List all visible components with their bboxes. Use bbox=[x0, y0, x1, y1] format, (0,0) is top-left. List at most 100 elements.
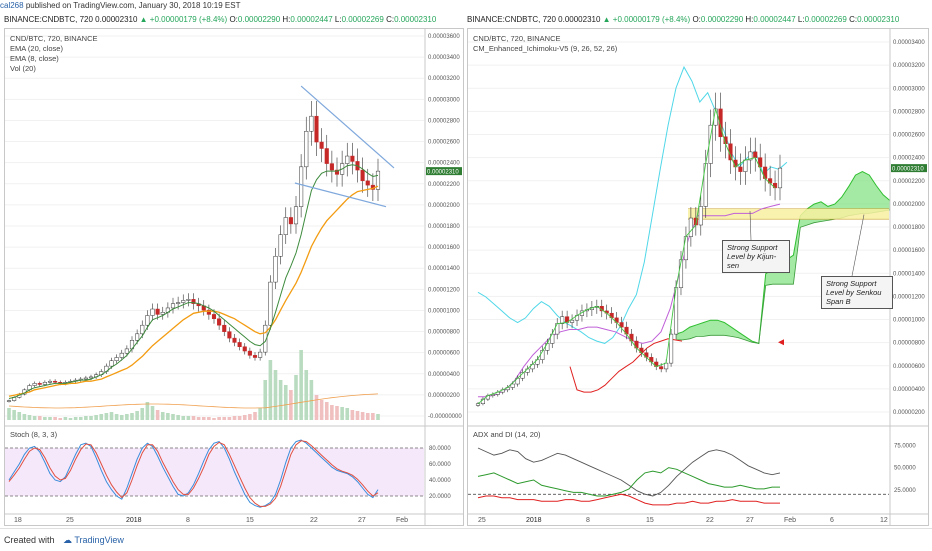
right-y-tick: 0.00002000 bbox=[893, 202, 925, 208]
left-legend-vol[interactable]: Vol (20) bbox=[10, 64, 36, 73]
volume-bar bbox=[207, 417, 211, 420]
candle bbox=[222, 324, 227, 332]
right-o-label: O: bbox=[692, 15, 701, 24]
callout-kijun-pointer bbox=[749, 211, 752, 241]
candle bbox=[688, 217, 693, 237]
candle bbox=[570, 319, 575, 323]
candle bbox=[160, 312, 165, 315]
candle bbox=[334, 169, 340, 175]
candle bbox=[510, 383, 515, 388]
left-legend-ema8[interactable]: EMA (8, close) bbox=[10, 54, 59, 63]
volume-bar bbox=[340, 407, 344, 420]
candle bbox=[619, 322, 624, 328]
volume-bar bbox=[171, 414, 175, 420]
volume-bar bbox=[242, 415, 247, 420]
volume-bar bbox=[166, 413, 170, 420]
left-legend-ema20[interactable]: EMA (20, close) bbox=[10, 44, 63, 53]
right-c: 0.00002310 bbox=[857, 15, 900, 24]
candle bbox=[350, 155, 355, 162]
volume-bar bbox=[150, 406, 155, 420]
volume-bar bbox=[22, 414, 27, 420]
right-symbol: BINANCE:CNDBTC, 720 bbox=[467, 15, 556, 24]
author-link[interactable]: cal268 bbox=[0, 1, 24, 10]
candle bbox=[150, 308, 155, 316]
candle bbox=[683, 236, 688, 261]
candle bbox=[42, 382, 47, 385]
right-x-tick: 22 bbox=[706, 517, 714, 524]
left-h: 0.00002447 bbox=[290, 15, 333, 24]
left-o-label: O: bbox=[229, 15, 238, 24]
footer: Created with ☁ TradingView bbox=[0, 528, 932, 551]
candle bbox=[299, 166, 304, 207]
right-legend-symbol: CND/BTC, 720, BINANCE bbox=[473, 34, 561, 43]
right-price-tag bbox=[891, 164, 927, 173]
left-symbol: BINANCE:CNDBTC, 720 bbox=[4, 15, 93, 24]
right-x-tick: 12 bbox=[880, 517, 888, 524]
left-y-tick: 0.00003200 bbox=[428, 76, 460, 82]
right-y-tick: 0.00000400 bbox=[893, 387, 925, 393]
candle bbox=[32, 383, 37, 386]
candle bbox=[365, 180, 370, 186]
candle bbox=[211, 314, 217, 319]
adx-label[interactable]: ADX and DI (14, 20) bbox=[473, 430, 541, 439]
left-x-tick: 8 bbox=[186, 517, 190, 524]
stoch-y-tick: 60.0000 bbox=[429, 462, 451, 468]
volume-bar bbox=[114, 414, 119, 420]
right-price: 0.00002310 bbox=[558, 15, 601, 24]
volume-bar bbox=[345, 408, 350, 420]
adx-line bbox=[477, 447, 781, 497]
right-adx-chart bbox=[468, 447, 889, 506]
right-y-tick: 0.00002200 bbox=[893, 179, 925, 185]
volume-bar bbox=[58, 418, 63, 420]
right-x-tick: 25 bbox=[478, 517, 486, 524]
tradingview-logo-icon[interactable]: ☁ bbox=[63, 535, 73, 545]
publish-bar: cal268 published on TradingView.com, Jan… bbox=[0, 0, 932, 12]
volume-bar bbox=[68, 418, 73, 420]
right-legend: CND/BTC, 720, BINANCE CM_Enhanced_Ichimo… bbox=[473, 34, 617, 54]
volume-bar bbox=[145, 402, 150, 420]
candle bbox=[252, 355, 258, 358]
candle bbox=[37, 383, 42, 385]
volume-bar bbox=[350, 410, 355, 420]
right-l: 0.00002269 bbox=[804, 15, 847, 24]
adx-y-tick: 25.0000 bbox=[894, 488, 916, 494]
volume-bar bbox=[289, 390, 293, 420]
volume-bar bbox=[32, 416, 37, 420]
left-y-tick: 0.00002000 bbox=[428, 203, 460, 209]
right-ichimoku-chart bbox=[468, 41, 891, 413]
left-y-tick: 0.00001200 bbox=[428, 287, 460, 293]
candle bbox=[748, 151, 753, 161]
right-legend-ichimoku[interactable]: CM_Enhanced_Ichimoku-V5 (9, 26, 52, 26) bbox=[473, 44, 618, 53]
tenkan-sen-line bbox=[477, 65, 788, 344]
candle bbox=[88, 376, 94, 379]
volume-bar bbox=[222, 417, 227, 420]
tradingview-brand[interactable]: TradingView bbox=[74, 535, 124, 545]
candle bbox=[758, 157, 763, 168]
di-plus-line bbox=[477, 467, 780, 497]
volume-bar bbox=[371, 413, 375, 420]
volume-bar bbox=[294, 375, 298, 420]
left-y-tick: 0.00000800 bbox=[428, 330, 460, 336]
candle bbox=[669, 333, 674, 364]
left-l: 0.00002269 bbox=[341, 15, 384, 24]
volume-bar bbox=[176, 415, 180, 420]
created-with: Created with bbox=[4, 535, 55, 545]
candle bbox=[206, 309, 211, 315]
volume-bar bbox=[119, 415, 124, 420]
ema20-line bbox=[8, 185, 379, 397]
left-panel[interactable] bbox=[4, 28, 464, 526]
candle bbox=[319, 141, 324, 149]
stoch-label[interactable]: Stoch (8, 3, 3) bbox=[10, 430, 58, 439]
volume-bar bbox=[309, 380, 314, 420]
price-tenkan-line bbox=[477, 108, 776, 405]
right-h-label: H: bbox=[745, 15, 754, 24]
candle bbox=[288, 217, 293, 225]
adx-y-tick: 75.0000 bbox=[894, 443, 916, 449]
volume-bar bbox=[237, 416, 242, 420]
trendline-upper bbox=[300, 85, 395, 169]
candle bbox=[475, 403, 481, 406]
left-y-tick: 0.00001600 bbox=[428, 245, 460, 251]
left-x-tick: 27 bbox=[358, 517, 366, 524]
left-y-tick: 0.00001000 bbox=[428, 308, 460, 314]
